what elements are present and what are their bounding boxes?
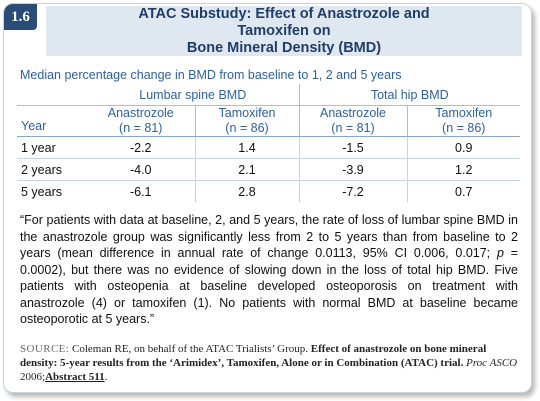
cell-value: -7.2 [299, 180, 408, 202]
bmd-table: Lumbar spine BMD Total hip BMD Year Anas… [17, 84, 520, 202]
slide-title: ATAC Substudy: Effect of Anastrozole and… [104, 6, 464, 57]
quote-text-part-2: = 0.0002), but there was no evidence of … [20, 246, 518, 326]
row-year: 1 year [17, 136, 87, 159]
cell-value: 2.1 [195, 158, 300, 181]
cell-value: 0.7 [455, 184, 473, 199]
table-row: 1 year -2.2 1.4 -1.5 0.9 [17, 136, 520, 159]
row-year: 2 years [17, 158, 87, 181]
col-header-hip-tamoxifen: Tamoxifen (n = 86) [407, 105, 520, 137]
source-end: . [104, 371, 108, 383]
cell-value: 2.8 [195, 180, 300, 202]
col-name: Tamoxifen [435, 106, 493, 120]
group-lumbar-spine: Lumbar spine BMD [87, 84, 300, 106]
quote-text-part-1: “For patients with data at baseline, 2, … [20, 213, 518, 260]
source-authors: Coleman RE, on behalf of the ATAC Triali… [69, 343, 311, 355]
cell-value: -6.1 [87, 180, 196, 202]
col-name: Tamoxifen [218, 106, 276, 120]
source-year: 2006; [20, 371, 46, 383]
year-column-header: Year [17, 105, 87, 137]
col-header-lumbar-anastrozole: Anastrozole (n = 81) [87, 105, 196, 137]
col-name: Anastrozole [319, 106, 386, 120]
col-n: (n = 86) [225, 121, 269, 135]
col-name: Anastrozole [107, 106, 174, 120]
col-n: (n = 86) [442, 121, 486, 135]
slide-card: 1.6 ATAC Substudy: Effect of Anastrozole… [3, 3, 532, 393]
group-header-row: Lumbar spine BMD Total hip BMD [17, 84, 520, 106]
cell-value: -4.0 [87, 158, 196, 181]
table-row: 5 years -6.1 2.8 -7.2 0.7 [17, 180, 520, 202]
col-header-hip-anastrozole: Anastrozole (n = 81) [299, 105, 408, 137]
quote-paragraph: “For patients with data at baseline, 2, … [20, 212, 518, 328]
col-n: (n = 81) [119, 121, 163, 135]
column-header-row: Year Anastrozole (n = 81) Tamoxifen (n =… [17, 105, 520, 137]
title-line-1: ATAC Substudy: Effect of Anastrozole and… [138, 5, 430, 39]
slide-header: ATAC Substudy: Effect of Anastrozole and… [46, 6, 522, 56]
cell-value: 1.4 [195, 136, 300, 159]
row-year: 5 years [21, 184, 62, 199]
cell-value: 0.9 [407, 136, 520, 159]
source-journal: Proc ASCO [463, 357, 518, 369]
group-total-hip: Total hip BMD [299, 84, 520, 106]
col-n: (n = 81) [331, 121, 375, 135]
cell-value: -2.2 [87, 136, 196, 159]
abstract-link[interactable]: Abstract 511 [45, 371, 105, 383]
title-line-2: Bone Mineral Density (BMD) [186, 39, 382, 56]
cell-value: 1.2 [407, 158, 520, 181]
cell-value: -3.9 [299, 158, 408, 181]
group-spacer [17, 84, 87, 106]
source-label: SOURCE: [20, 343, 70, 355]
source-citation: SOURCE: Coleman RE, on behalf of the ATA… [20, 342, 518, 384]
table-row: 2 years -4.0 2.1 -3.9 1.2 [17, 158, 520, 181]
cell-value: -1.5 [299, 136, 408, 159]
table-caption: Median percentage change in BMD from bas… [20, 68, 402, 82]
slide-number-badge: 1.6 [4, 4, 37, 30]
col-header-lumbar-tamoxifen: Tamoxifen (n = 86) [195, 105, 300, 137]
source-title: Effect of anastrozole on bone mineral de… [20, 343, 487, 369]
p-value-symbol: p [496, 246, 504, 260]
